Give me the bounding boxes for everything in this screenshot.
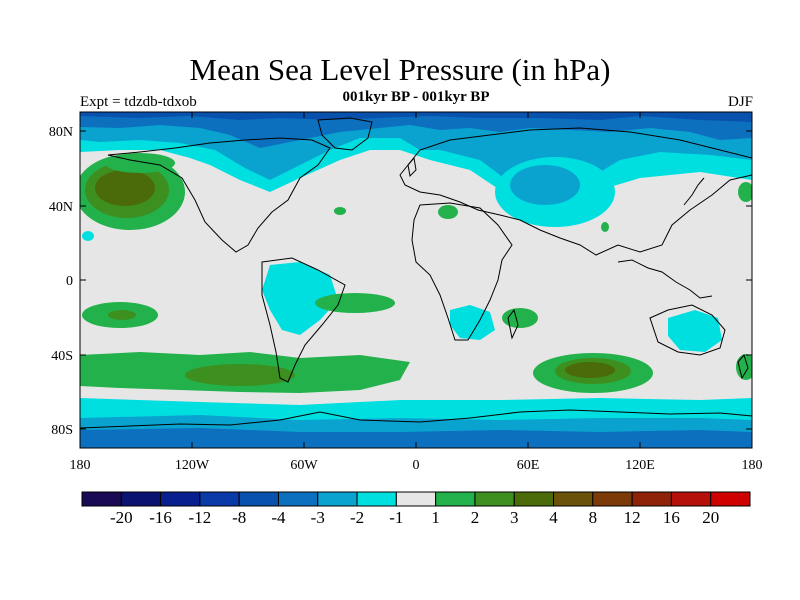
- lon-label-120e: 120E: [625, 458, 655, 473]
- colorbar-label: -3: [311, 508, 325, 527]
- lon-label-180e: 180: [742, 458, 763, 473]
- colorbar-label: 1: [431, 508, 440, 527]
- lon-label-0: 0: [413, 458, 420, 473]
- lat-ticks: [80, 130, 752, 430]
- lat-label-40s: 40S: [51, 349, 73, 364]
- lon-label-60e: 60E: [517, 458, 540, 473]
- coast-africa: [411, 202, 513, 341]
- lat-label-80n: 80N: [49, 125, 73, 140]
- south-pacific-high-inner: [108, 310, 136, 320]
- colorbar-labels: -20 -16 -12 -8 -4 -3 -2 -1 1 2 3 4 8 12 16 20: [110, 508, 719, 527]
- colorbar-box: [553, 491, 594, 507]
- colorbar-box: [710, 491, 751, 507]
- colorbar-label: 20: [702, 508, 719, 527]
- lon-label-180w: 180: [70, 458, 91, 473]
- pressure-field: [80, 112, 752, 448]
- colorbar-box: [670, 491, 712, 507]
- coastlines: [80, 117, 752, 429]
- colorbar-box: [317, 491, 358, 507]
- coast-antarctica: [80, 409, 752, 429]
- season-label: DJF: [727, 94, 753, 110]
- atlantic-patch: [334, 207, 346, 215]
- mediterranean-patch: [438, 205, 458, 219]
- colorbar-label: -2: [350, 508, 364, 527]
- aleutian-high-inner: [95, 170, 155, 206]
- coast-australia: [649, 304, 726, 356]
- lon-labels: 180 120W 60W 0 60E 120E 180: [70, 458, 763, 473]
- colorbar-label: 4: [549, 508, 558, 527]
- coast-japan: [683, 177, 705, 206]
- southern-high-east: [736, 354, 752, 380]
- colorbar-label: 2: [471, 508, 480, 527]
- plot-title: Mean Sea Level Pressure (in hPa): [189, 52, 611, 87]
- north-atlantic-patch: [105, 153, 175, 173]
- experiment-label: Expt = tdzdb-tdxob: [80, 94, 197, 110]
- colorbar-box: [120, 491, 162, 507]
- colorbar-label: 3: [510, 508, 519, 527]
- colorbar-label: -8: [232, 508, 246, 527]
- colorbar-box: [474, 491, 515, 507]
- colorbar-box: [81, 491, 122, 507]
- colorbar-label: -1: [389, 508, 403, 527]
- colorbar: [81, 491, 751, 507]
- colorbar-box: [513, 491, 555, 507]
- west-pacific-patch: [738, 182, 752, 202]
- coast-madagascar: [507, 308, 519, 340]
- colorbar-label: -12: [189, 508, 212, 527]
- colorbar-box: [631, 491, 672, 507]
- colorbar-label: -20: [110, 508, 133, 527]
- lon-ticks: [191, 112, 641, 448]
- colorbar-box: [199, 491, 240, 507]
- colorbar-label: -4: [271, 508, 286, 527]
- asia-low-mid: [510, 165, 580, 205]
- coast-south-america: [261, 257, 346, 383]
- coast-new-zealand: [737, 353, 749, 380]
- colorbar-box: [277, 491, 319, 507]
- lat-label-40n: 40N: [49, 200, 73, 215]
- lon-label-60w: 60W: [290, 458, 318, 473]
- colorbar-box: [160, 491, 201, 507]
- plot-subtitle: 001kyr BP - 001kyr BP: [342, 89, 490, 105]
- arctic-band-dark: [80, 112, 752, 148]
- lat-label-0: 0: [66, 274, 73, 289]
- south-america-low: [262, 262, 338, 335]
- colorbar-box: [356, 491, 397, 507]
- colorbar-label: 12: [624, 508, 641, 527]
- colorbar-box: [435, 491, 476, 507]
- lat-label-80s: 80S: [51, 423, 73, 438]
- india-patch: [601, 222, 609, 232]
- colorbar-label: 8: [589, 508, 598, 527]
- antarctic-band-dark: [80, 428, 752, 448]
- colorbar-box: [395, 491, 437, 507]
- colorbar-box: [238, 491, 279, 507]
- coast-uk: [407, 156, 417, 178]
- arctic-band-darkest: [80, 112, 752, 122]
- africa-low: [450, 305, 495, 340]
- south-atlantic-high: [315, 293, 395, 313]
- coast-north-america: [107, 137, 331, 253]
- lon-label-120w: 120W: [175, 458, 210, 473]
- coast-indonesia: [617, 259, 713, 299]
- southern-high-indian-inner: [565, 362, 615, 378]
- colorbar-label: 16: [663, 508, 680, 527]
- southern-high-pacific-inner: [185, 364, 295, 386]
- south-indian-patch: [502, 308, 538, 328]
- australia-low: [668, 310, 722, 352]
- colorbar-label: -16: [149, 508, 172, 527]
- colorbar-box: [592, 491, 633, 507]
- pacific-low: [82, 231, 94, 241]
- lat-labels: 80N 40N 0 40S 80S: [49, 125, 73, 438]
- coast-europe-asia: [399, 127, 752, 256]
- coast-greenland: [317, 117, 373, 151]
